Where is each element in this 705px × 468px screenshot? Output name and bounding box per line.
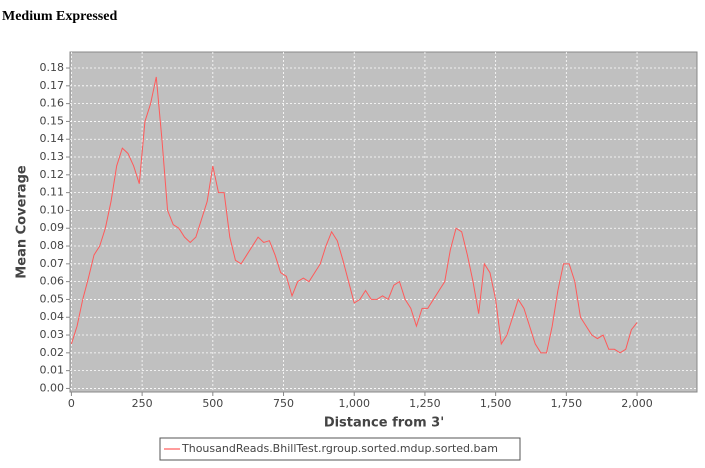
x-tick-label: 1,000: [338, 397, 370, 410]
legend-label: ThousandReads.BhillTest.rgroup.sorted.md…: [181, 442, 498, 455]
y-tick-label: 0.00: [40, 381, 65, 394]
y-tick-label: 0.13: [40, 150, 65, 163]
x-tick-label: 1,500: [480, 397, 512, 410]
y-tick-label: 0.02: [40, 346, 65, 359]
y-tick-label: 0.10: [40, 203, 65, 216]
y-tick-label: 0.16: [40, 97, 65, 110]
x-tick-label: 0: [68, 397, 75, 410]
x-tick-label: 1,750: [551, 397, 583, 410]
y-tick-label: 0.06: [40, 275, 65, 288]
y-axis-label: Mean Coverage: [15, 165, 30, 279]
y-tick-label: 0.12: [40, 168, 65, 181]
y-tick-label: 0.09: [40, 221, 65, 234]
x-axis-label: Distance from 3': [324, 416, 444, 431]
plot-area: [69, 51, 698, 393]
y-tick-label: 0.11: [40, 186, 65, 199]
data-line: [70, 76, 638, 354]
y-tick-label: 0.05: [40, 292, 65, 305]
y-tick-label: 0.14: [40, 132, 65, 145]
x-tick-label: 2,000: [621, 397, 653, 410]
y-tick-label: 0.18: [40, 61, 65, 74]
chart-title: Medium Expressed: [2, 9, 117, 24]
y-tick-label: 0.08: [40, 239, 65, 252]
x-tick-label: 750: [273, 397, 294, 410]
y-tick-label: 0.15: [40, 114, 65, 127]
legend: [159, 437, 521, 461]
y-tick-label: 0.07: [40, 257, 65, 270]
x-tick-label: 1,250: [409, 397, 441, 410]
y-tick-label: 0.01: [40, 364, 65, 377]
x-tick-label: 250: [132, 397, 153, 410]
y-tick-label: 0.04: [40, 310, 65, 323]
y-tick-label: 0.03: [40, 328, 65, 341]
x-tick-label: 500: [202, 397, 223, 410]
y-tick-label: 0.17: [40, 79, 65, 92]
